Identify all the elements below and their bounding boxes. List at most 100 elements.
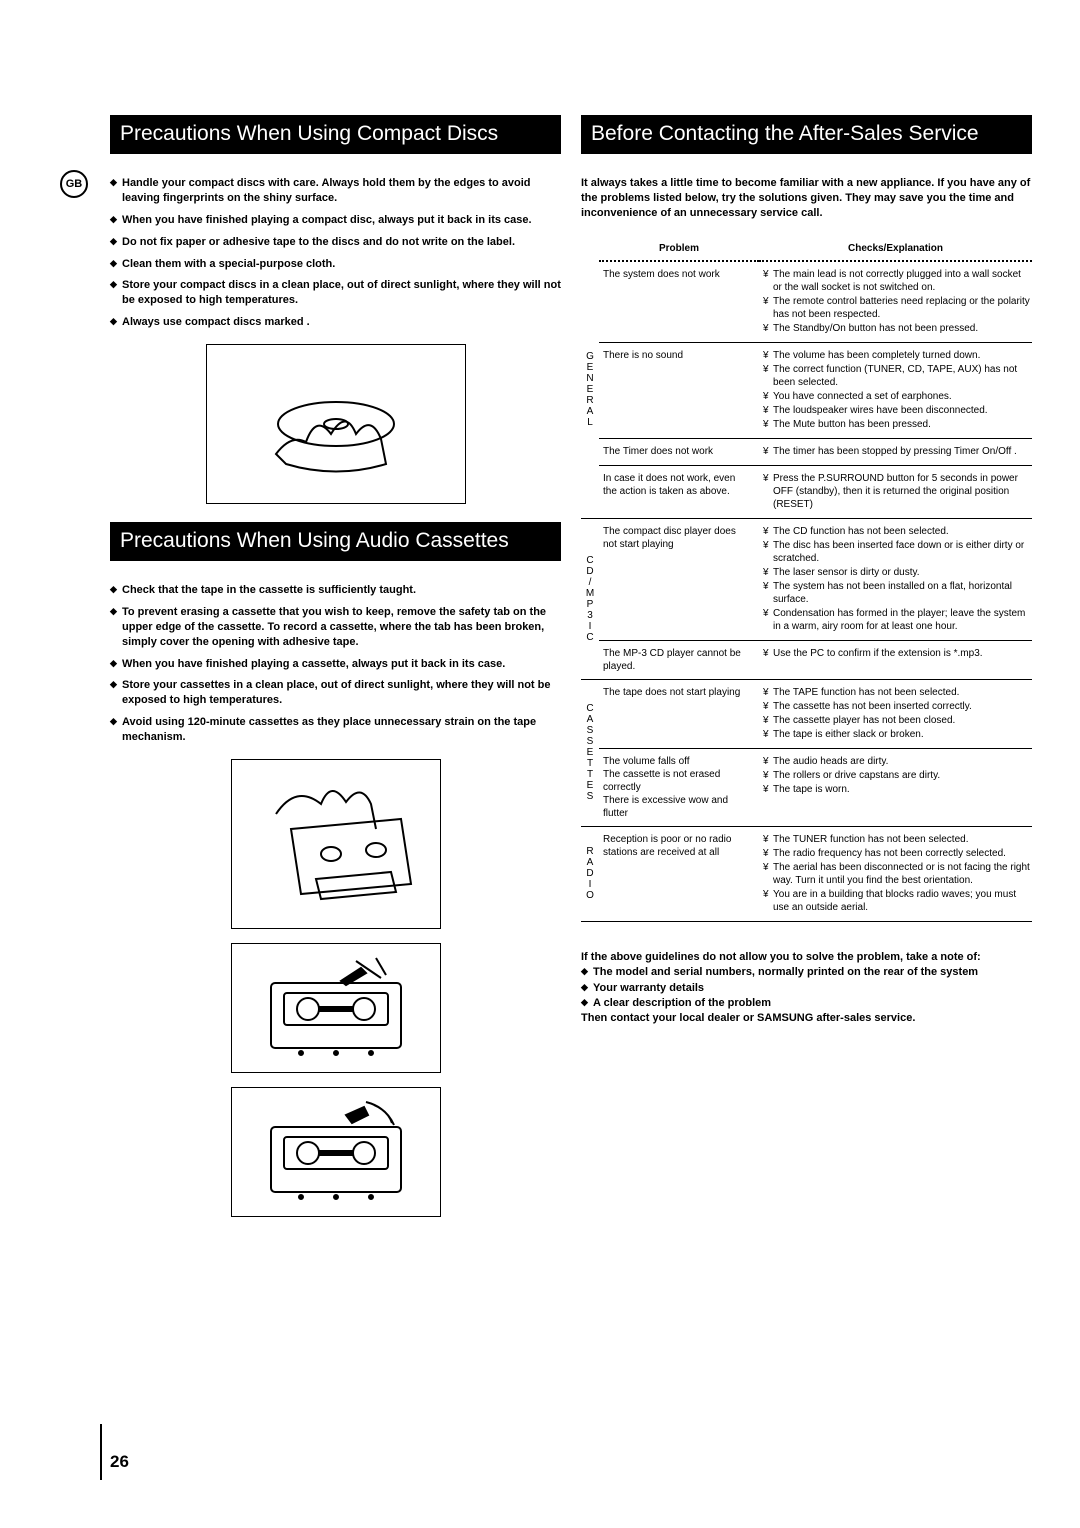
left-column: Precautions When Using Compact Discs Han… xyxy=(110,115,561,1231)
table-row: RADIOReception is poor or no radio stati… xyxy=(581,826,1032,921)
cassette-tab-icon xyxy=(246,953,426,1063)
check-item: Use the PC to confirm if the extension i… xyxy=(763,647,1032,660)
explanation-cell: The TUNER function has not been selected… xyxy=(759,826,1032,921)
explanation-cell: Press the P.SURROUND button for 5 second… xyxy=(759,465,1032,518)
cassette-hold-icon xyxy=(246,774,426,914)
cassette-illustration-2 xyxy=(231,943,441,1073)
check-item: The audio heads are dirty. xyxy=(763,755,1032,768)
list-item: Always use compact discs marked . xyxy=(110,315,561,330)
list-item: Handle your compact discs with care. Alw… xyxy=(110,176,561,206)
explanation-cell: The volume has been completely turned do… xyxy=(759,342,1032,438)
list-item: Store your cassettes in a clean place, o… xyxy=(110,678,561,708)
problem-cell: In case it does not work, even the actio… xyxy=(599,465,759,518)
check-item: You have connected a set of earphones. xyxy=(763,390,1032,403)
explanation-cell: The audio heads are dirty.The rollers or… xyxy=(759,748,1032,826)
table-row: The MP-3 CD player cannot be played. Use … xyxy=(581,640,1032,679)
cassette-illustration-1 xyxy=(231,759,441,929)
table-row: The volume falls offThe cassette is not … xyxy=(581,748,1032,826)
footer-item: The model and serial numbers, normally p… xyxy=(581,965,1032,980)
list-item: When you have finished playing a compact… xyxy=(110,213,561,228)
check-item: Condensation has formed in the player; l… xyxy=(763,607,1032,633)
footer-item: Your warranty details xyxy=(581,981,1032,996)
check-item: You are in a building that blocks radio … xyxy=(763,888,1032,914)
group-separator xyxy=(581,921,1032,922)
list-item: Store your compact discs in a clean plac… xyxy=(110,278,561,308)
check-item: The laser sensor is dirty or dusty. xyxy=(763,566,1032,579)
troubleshooting-table: Problem Checks/Explanation GENERALThe sy… xyxy=(581,239,1032,922)
check-item: The cassette has not been inserted corre… xyxy=(763,700,1032,713)
table-row: In case it does not work, even the actio… xyxy=(581,465,1032,518)
disc-hand-icon xyxy=(236,364,436,484)
check-item: The loudspeaker wires have been disconne… xyxy=(763,404,1032,417)
list-item: Check that the tape in the cassette is s… xyxy=(110,583,561,598)
page-columns: Precautions When Using Compact Discs Han… xyxy=(110,115,1032,1231)
section-header-cassettes: Precautions When Using Audio Cassettes xyxy=(110,522,561,561)
explanation-cell: The CD function has not been selected.Th… xyxy=(759,518,1032,640)
problem-cell: The Timer does not work xyxy=(599,438,759,465)
table-row: CASSETTESThe tape does not start playing… xyxy=(581,679,1032,748)
problem-cell: The MP-3 CD player cannot be played. xyxy=(599,640,759,679)
footer-item: A clear description of the problem xyxy=(581,996,1032,1011)
problem-cell: There is no sound xyxy=(599,342,759,438)
explanation-cell: The timer has been stopped by pressing T… xyxy=(759,438,1032,465)
cassette-illustration-3 xyxy=(231,1087,441,1217)
table-row: CD/MP3ICThe compact disc player does not… xyxy=(581,518,1032,640)
category-cell: GENERAL xyxy=(581,261,599,518)
col-problem: Problem xyxy=(599,239,759,261)
check-item: Press the P.SURROUND button for 5 second… xyxy=(763,472,1032,511)
problem-cell: The system does not work xyxy=(599,261,759,343)
side-rule xyxy=(100,1424,102,1480)
explanation-cell: The main lead is not correctly plugged i… xyxy=(759,261,1032,343)
category-cell: CD/MP3IC xyxy=(581,518,599,679)
footer-block: If the above guidelines do not allow you… xyxy=(581,950,1032,1027)
disc-precautions-list: Handle your compact discs with care. Alw… xyxy=(110,176,561,330)
check-item: The tape is either slack or broken. xyxy=(763,728,1032,741)
category-cell: CASSETTES xyxy=(581,679,599,826)
table-row: The Timer does not work The timer has bee… xyxy=(581,438,1032,465)
disc-illustration xyxy=(206,344,466,504)
section-header-service: Before Contacting the After-Sales Servic… xyxy=(581,115,1032,154)
check-item: The volume has been completely turned do… xyxy=(763,349,1032,362)
list-item: Clean them with a special-purpose cloth. xyxy=(110,257,561,272)
cassette-tape-icon xyxy=(246,1097,426,1207)
check-item: The system has not been installed on a f… xyxy=(763,580,1032,606)
check-item: The main lead is not correctly plugged i… xyxy=(763,268,1032,294)
explanation-cell: Use the PC to confirm if the extension i… xyxy=(759,640,1032,679)
explanation-cell: The TAPE function has not been selected.… xyxy=(759,679,1032,748)
check-item: The timer has been stopped by pressing T… xyxy=(763,445,1032,458)
check-item: The tape is worn. xyxy=(763,783,1032,796)
section-header-discs: Precautions When Using Compact Discs xyxy=(110,115,561,154)
check-item: The rollers or drive capstans are dirty. xyxy=(763,769,1032,782)
table-header-row: Problem Checks/Explanation xyxy=(581,239,1032,261)
check-item: The TAPE function has not been selected. xyxy=(763,686,1032,699)
check-item: The Mute button has been pressed. xyxy=(763,418,1032,431)
check-item: The disc has been inserted face down or … xyxy=(763,539,1032,565)
check-item: The CD function has not been selected. xyxy=(763,525,1032,538)
check-item: The remote control batteries need replac… xyxy=(763,295,1032,321)
check-item: The correct function (TUNER, CD, TAPE, A… xyxy=(763,363,1032,389)
check-item: The TUNER function has not been selected… xyxy=(763,833,1032,846)
list-item: Avoid using 120-minute cassettes as they… xyxy=(110,715,561,745)
gb-badge: GB xyxy=(60,170,88,198)
problem-cell: Reception is poor or no radio stations a… xyxy=(599,826,759,921)
problem-cell: The tape does not start playing xyxy=(599,679,759,748)
check-item: The aerial has been disconnected or is n… xyxy=(763,861,1032,887)
problem-cell: The volume falls offThe cassette is not … xyxy=(599,748,759,826)
footer-lead: If the above guidelines do not allow you… xyxy=(581,950,1032,965)
page-number: 26 xyxy=(110,1452,129,1472)
check-item: The Standby/On button has not been press… xyxy=(763,322,1032,335)
list-item: Do not fix paper or adhesive tape to the… xyxy=(110,235,561,250)
col-checks: Checks/Explanation xyxy=(759,239,1032,261)
intro-text: It always takes a little time to become … xyxy=(581,176,1032,221)
cassette-precautions-list: Check that the tape in the cassette is s… xyxy=(110,583,561,745)
table-row: GENERALThe system does not workThe main … xyxy=(581,261,1032,343)
list-item: When you have finished playing a cassett… xyxy=(110,657,561,672)
check-item: The cassette player has not been closed. xyxy=(763,714,1032,727)
list-item: To prevent erasing a cassette that you w… xyxy=(110,605,561,650)
problem-cell: The compact disc player does not start p… xyxy=(599,518,759,640)
category-cell: RADIO xyxy=(581,826,599,921)
check-item: The radio frequency has not been correct… xyxy=(763,847,1032,860)
table-row: There is no sound The volume has been com… xyxy=(581,342,1032,438)
right-column: Before Contacting the After-Sales Servic… xyxy=(581,115,1032,1231)
footer-tail: Then contact your local dealer or SAMSUN… xyxy=(581,1011,1032,1026)
